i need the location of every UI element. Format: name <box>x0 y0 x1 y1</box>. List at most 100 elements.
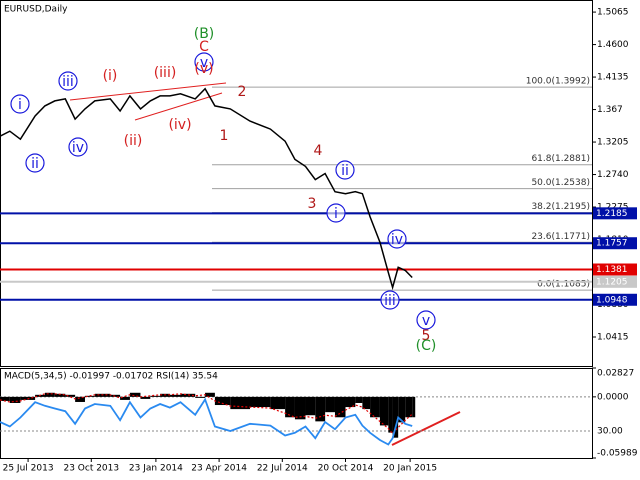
wave-label: (i) <box>103 68 118 84</box>
wave-label: (B) <box>194 26 215 42</box>
wave-circle <box>58 71 78 91</box>
macd-bar <box>379 396 389 426</box>
indicator-title: MACD(5,34,5) -0.01997 -0.01702 RSI(14) 3… <box>4 372 218 382</box>
fib-label: 61.8(1.2881) <box>531 154 590 164</box>
y-tick-label: 1.367 <box>597 105 623 115</box>
level-label: 1.1205 <box>596 277 628 287</box>
macd-bar <box>388 396 393 433</box>
wave-circle <box>194 52 214 72</box>
y-tick-label: 1.2740 <box>597 170 629 180</box>
wave-circle <box>10 94 30 114</box>
x-tick-label: 20 Oct 2014 <box>318 464 374 474</box>
wave-circle <box>416 310 436 330</box>
macd-bar <box>54 393 66 397</box>
wave-label: 1 <box>220 128 229 144</box>
wave-label: iii <box>62 74 74 90</box>
y-tick-label: -0.05989 <box>597 449 638 459</box>
wave-label: (C) <box>416 338 437 354</box>
y2-tick-label: 30.00 <box>597 427 623 437</box>
macd-bar <box>345 396 356 408</box>
macd-bar <box>180 393 196 397</box>
y-tick-label: 1.5065 <box>597 8 629 18</box>
x-tick-label: 22 Jul 2014 <box>257 464 308 474</box>
y-tick-label: 0.0000 <box>597 392 629 402</box>
wave-label: iv <box>391 232 403 248</box>
x-tick-label: 25 Jul 2013 <box>3 464 54 474</box>
macd-bar <box>398 396 406 423</box>
main-frame <box>0 0 593 367</box>
wave-circle <box>380 290 400 310</box>
level-label-box <box>593 237 637 250</box>
macd-bar <box>250 396 271 408</box>
y-tick-label: 1.4135 <box>597 73 629 83</box>
macd-bar <box>370 396 380 418</box>
y-tick-label: 0.02827 <box>597 369 634 379</box>
wave-label: iv <box>72 140 84 156</box>
chart-title: EURUSD,Daily <box>4 5 68 15</box>
macd-bar <box>392 396 399 438</box>
wave-circle <box>335 160 355 180</box>
wave-circle <box>387 229 407 249</box>
wave-label: i <box>334 206 338 222</box>
macd-bar <box>294 396 306 420</box>
macd-bar <box>285 396 295 418</box>
macd-bar <box>325 396 335 413</box>
trend-line <box>134 92 223 121</box>
level-label-box <box>593 263 637 276</box>
wave-label: (iii) <box>154 65 177 81</box>
trend-line <box>391 411 461 446</box>
macd-bar <box>355 396 363 403</box>
wave-label: 5 <box>422 328 431 344</box>
wave-label: C <box>199 39 209 55</box>
fib-label: 23.6(1.1771) <box>531 232 590 242</box>
macd-bar <box>120 396 130 400</box>
level-label: 1.2185 <box>596 209 628 219</box>
fib-label: 0.0(1.1085) <box>537 280 590 290</box>
macd-bar <box>65 394 76 397</box>
wave-circle <box>68 137 88 157</box>
wave-circle <box>25 153 45 173</box>
wave-circle <box>326 203 346 223</box>
level-label: 1.1381 <box>596 265 628 275</box>
wave-label: v <box>422 313 430 329</box>
wave-label: 4 <box>314 143 323 159</box>
indicator-frame <box>0 368 593 459</box>
macd-bar <box>362 396 371 410</box>
macd-bar <box>169 394 181 397</box>
x-tick-label: 20 Jan 2015 <box>383 464 437 474</box>
macd-bar <box>205 392 215 397</box>
level-label: 1.0948 <box>596 295 628 305</box>
macd-bar <box>140 396 151 399</box>
wave-label: (v) <box>194 61 213 77</box>
macd-bar <box>214 396 231 406</box>
macd-bar <box>44 392 55 397</box>
x-tick-label: 23 Jan 2014 <box>129 464 183 474</box>
rsi-line <box>0 397 413 446</box>
macd-bar <box>0 396 10 401</box>
level-label-box <box>593 275 637 288</box>
wave-label: v <box>200 55 208 71</box>
macd-bar <box>315 396 326 422</box>
wave-label: iii <box>384 293 396 309</box>
macd-bar <box>195 396 206 398</box>
y-tick-label: 1.0415 <box>597 333 629 343</box>
macd-bar <box>334 396 346 418</box>
fib-label: 38.2(1.2195) <box>531 202 590 212</box>
wave-label: 3 <box>308 196 317 212</box>
macd-bar <box>405 396 413 418</box>
macd-bar <box>412 396 416 418</box>
x-tick-label: 23 Oct 2013 <box>63 464 119 474</box>
macd-bar <box>129 392 141 397</box>
level-label-box <box>593 293 637 306</box>
level-label: 1.1757 <box>596 239 628 249</box>
wave-label: 2 <box>238 84 247 100</box>
y-tick-label: 1.3205 <box>597 138 629 148</box>
macd-bar <box>75 396 85 402</box>
y-tick-label: 1.4600 <box>597 40 629 50</box>
wave-label: (iv) <box>168 117 191 133</box>
fib-label: 50.0(1.2538) <box>531 178 590 188</box>
macd-bar <box>270 396 286 410</box>
wave-label: ii <box>341 163 349 179</box>
trend-line <box>69 82 227 101</box>
